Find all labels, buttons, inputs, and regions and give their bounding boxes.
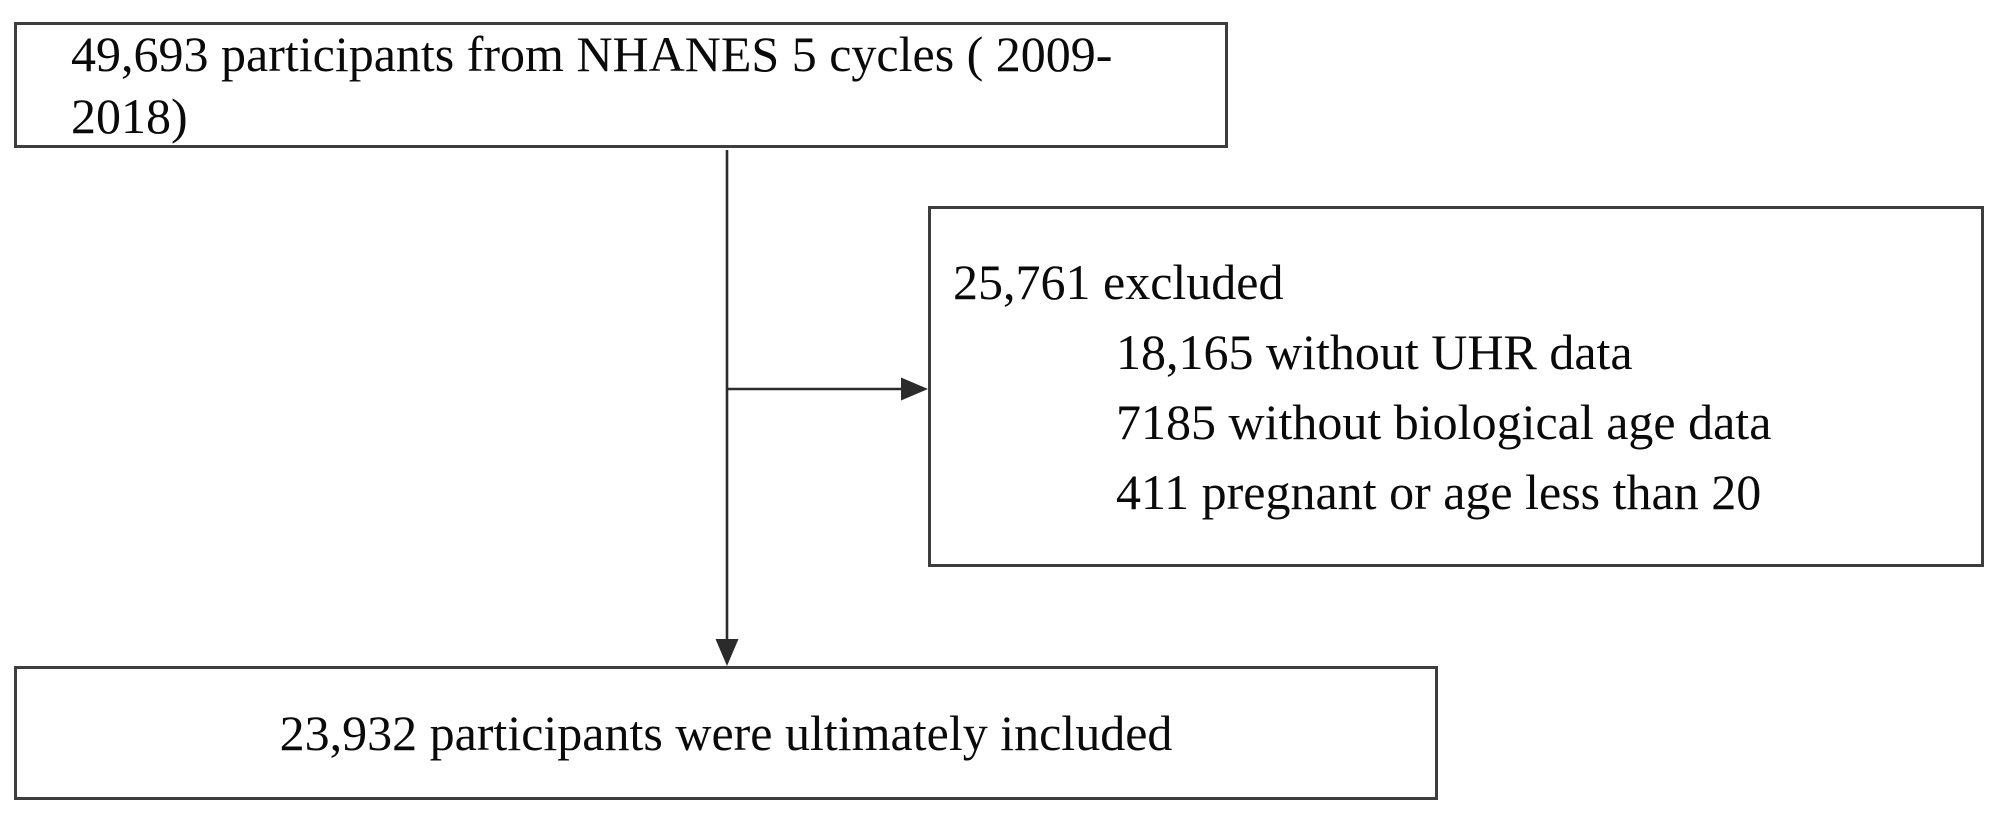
initial-cohort-text: 49,693 participants from NHANES 5 cycles… [71, 25, 1113, 145]
exclusion-reason: 411 pregnant or age less than 20 [1116, 464, 1762, 520]
final-cohort-text: 23,932 participants were ultimately incl… [279, 704, 1173, 761]
exclusion-title: 25,761 excluded [953, 254, 1284, 310]
exclusion-reason: 7185 without biological age data [1116, 394, 1772, 450]
final-cohort-box: 23,932 participants were ultimately incl… [14, 666, 1438, 800]
initial-cohort-box: 49,693 participants from NHANES 5 cycles… [14, 22, 1228, 148]
exclusion-reason: 18,165 without UHR data [1116, 324, 1633, 380]
right-arrow-icon [901, 377, 928, 401]
down-arrow-icon [715, 639, 739, 666]
exclusion-box: 25,761 excluded 18,165 without UHR data … [928, 206, 1984, 567]
